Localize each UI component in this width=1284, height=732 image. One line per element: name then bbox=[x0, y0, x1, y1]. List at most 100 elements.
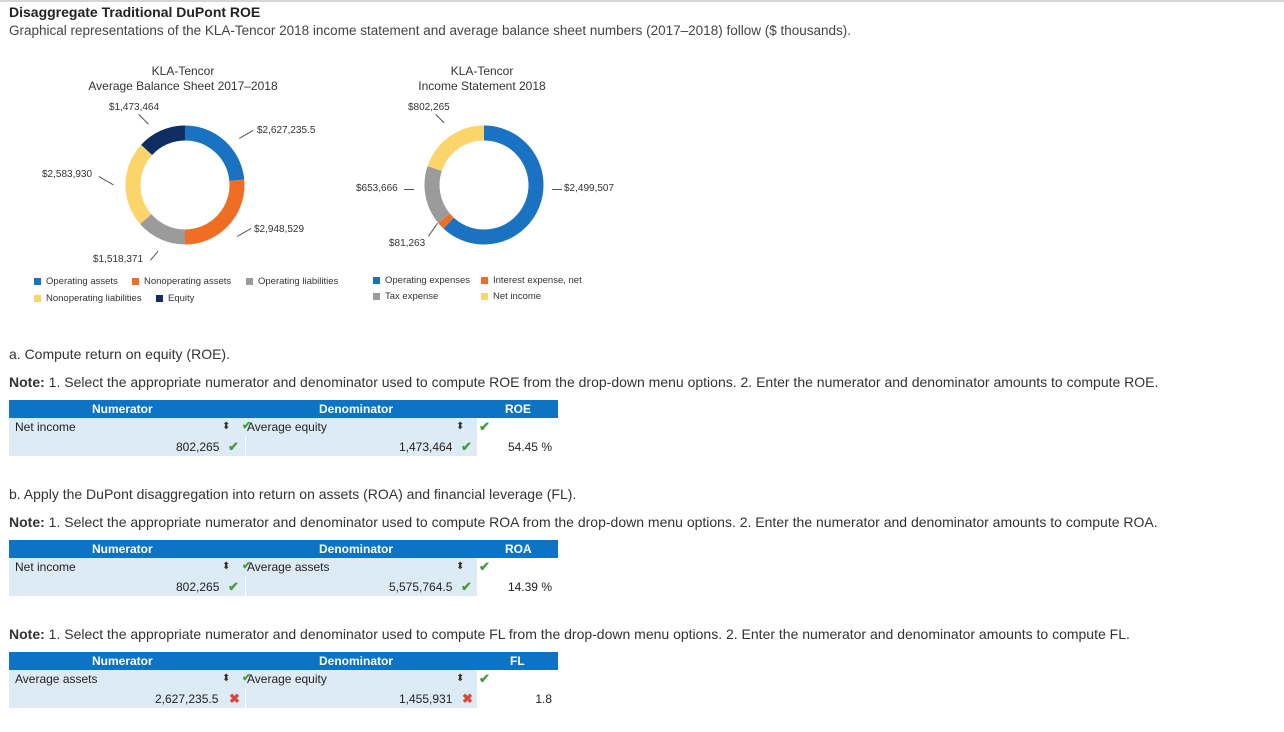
note-a: Note: 1. Select the appropriate numerato… bbox=[9, 374, 1158, 390]
legend-label: Interest expense, net bbox=[493, 275, 582, 286]
header-numerator: Numerator bbox=[92, 402, 153, 416]
numerator-select[interactable]: Net income bbox=[15, 420, 76, 434]
legend-swatch bbox=[246, 278, 253, 285]
legend-item-operating-expenses: Operating expenses bbox=[373, 275, 470, 286]
balance-leader-nonoperating-liabilities bbox=[98, 176, 114, 186]
column-divider bbox=[245, 688, 246, 708]
denominator-select-arrow-icon[interactable]: ⬍ bbox=[456, 561, 465, 572]
note-label: Note: bbox=[9, 514, 45, 530]
numerator-check-icon: ✔ bbox=[242, 560, 252, 572]
denominator-select[interactable]: Average assets bbox=[247, 560, 330, 574]
income-chart-title-line1: KLA-Tencor bbox=[450, 64, 514, 78]
denominator-select[interactable]: Average equity bbox=[247, 672, 327, 686]
numerator-select[interactable]: Average assets bbox=[15, 672, 98, 686]
header-denominator: Denominator bbox=[319, 402, 394, 416]
roa-table: Numerator Denominator ROA Net income ⬍ A… bbox=[9, 540, 558, 596]
legend-item-nonoperating-assets: Nonoperating assets bbox=[132, 276, 231, 287]
legend-item-operating-liabilities: Operating liabilities bbox=[246, 276, 338, 287]
legend-swatch bbox=[481, 277, 488, 284]
roe-table: Numerator Denominator ROE Net income ⬍ A… bbox=[9, 400, 558, 456]
income-leader-tax-expense bbox=[404, 189, 414, 190]
page-title: Disaggregate Traditional DuPont ROE bbox=[9, 4, 261, 20]
legend-label: Operating expenses bbox=[385, 275, 471, 286]
denominator-check-icon: ✔ bbox=[479, 671, 490, 686]
legend-label: Operating liabilities bbox=[258, 276, 339, 287]
denominator-check-icon: ✔ bbox=[479, 419, 490, 434]
note-text: 1. Select the appropriate numerator and … bbox=[44, 514, 1158, 530]
numerator-input[interactable]: 2,627,235.5 bbox=[155, 692, 219, 706]
donut-slice-nonoperating-assets bbox=[184, 179, 245, 245]
legend-swatch bbox=[34, 278, 41, 285]
result-cell: 1.8 bbox=[477, 688, 558, 708]
balance-chart-title-line1: KLA-Tencor bbox=[151, 64, 215, 78]
income-label-operating-expenses: $2,499,507 bbox=[564, 183, 615, 194]
question-a: a. Compute return on equity (ROE). bbox=[9, 346, 230, 362]
donut-slice-equity bbox=[141, 125, 186, 156]
balance-chart-title: KLA-Tencor Average Balance Sheet 2017–20… bbox=[70, 64, 296, 94]
note-text: 1. Select the appropriate numerator and … bbox=[44, 626, 1130, 642]
denominator-input[interactable]: 1,455,931 bbox=[399, 692, 453, 706]
legend-swatch bbox=[132, 278, 139, 285]
donut-slice-operating-expenses bbox=[443, 125, 544, 245]
donut-slice-operating-assets bbox=[184, 125, 245, 182]
denominator-input[interactable]: 1,473,464 bbox=[399, 440, 453, 454]
legend-label: Equity bbox=[168, 293, 195, 304]
numerator-input[interactable]: 802,265 bbox=[176, 440, 220, 454]
income-statement-donut bbox=[424, 125, 544, 245]
header-denominator: Denominator bbox=[319, 542, 394, 556]
legend-swatch bbox=[373, 293, 380, 300]
denominator-select-arrow-icon[interactable]: ⬍ bbox=[456, 421, 465, 432]
result-value[interactable]: 1.8 bbox=[535, 692, 552, 706]
legend-item-equity: Equity bbox=[156, 293, 194, 304]
legend-swatch bbox=[481, 293, 488, 300]
balance-label-operating-assets: $2,627,235.5 bbox=[257, 125, 316, 136]
note-c: Note: 1. Select the appropriate numerato… bbox=[9, 626, 1130, 642]
fl-table: Numerator Denominator FL Average assets … bbox=[9, 652, 558, 708]
note-label: Note: bbox=[9, 374, 45, 390]
numerator-value-check-icon: ✔ bbox=[228, 439, 239, 454]
table-row-values: 2,627,235.5 ✖ 1,455,931 ✖ 1.8 bbox=[9, 688, 558, 708]
numerator-select[interactable]: Net income bbox=[15, 560, 76, 574]
legend-item-tax-expense: Tax expense bbox=[373, 291, 438, 302]
donut-slice-operating-liabilities bbox=[140, 213, 186, 245]
note-text: 1. Select the appropriate numerator and … bbox=[44, 374, 1159, 390]
header-result: ROA bbox=[505, 542, 532, 556]
denominator-value-cross-icon: ✖ bbox=[462, 691, 473, 706]
balance-chart-title-line2: Average Balance Sheet 2017–2018 bbox=[88, 79, 278, 93]
result-value[interactable]: 14.39 % bbox=[508, 580, 552, 594]
legend-label: Nonoperating liabilities bbox=[46, 293, 142, 304]
numerator-input[interactable]: 802,265 bbox=[176, 580, 220, 594]
result-cell: 14.39 % bbox=[477, 576, 558, 596]
table-row-select: Net income ⬍ Average assets ✔ ⬍ ✔ bbox=[9, 558, 558, 576]
result-empty-cell bbox=[477, 558, 558, 576]
legend-label: Nonoperating assets bbox=[144, 276, 232, 287]
balance-sheet-donut bbox=[125, 125, 245, 245]
note-label: Note: bbox=[9, 626, 45, 642]
legend-swatch bbox=[156, 295, 163, 302]
result-value[interactable]: 54.45 % bbox=[508, 440, 552, 454]
legend-swatch bbox=[34, 295, 41, 302]
top-divider bbox=[0, 0, 1284, 2]
legend-label: Tax expense bbox=[385, 291, 439, 302]
header-result: ROE bbox=[505, 402, 532, 416]
income-chart-title: KLA-Tencor Income Statement 2018 bbox=[380, 64, 584, 94]
numerator-value-check-icon: ✔ bbox=[228, 579, 239, 594]
denominator-input[interactable]: 5,575,764.5 bbox=[389, 580, 453, 594]
numerator-select-arrow-icon[interactable]: ⬍ bbox=[222, 421, 231, 432]
numerator-select-arrow-icon[interactable]: ⬍ bbox=[222, 561, 231, 572]
question-b: b. Apply the DuPont disaggregation into … bbox=[9, 486, 577, 502]
table-header: Numerator Denominator ROA bbox=[9, 540, 558, 558]
denominator-select[interactable]: Average equity bbox=[247, 420, 327, 434]
legend-item-operating-assets: Operating assets bbox=[34, 276, 118, 287]
column-divider bbox=[245, 436, 246, 456]
numerator-select-arrow-icon[interactable]: ⬍ bbox=[222, 673, 231, 684]
table-row-select: Average assets ⬍ Average equity ✔ ⬍ ✔ bbox=[9, 670, 558, 688]
legend-item-nonoperating-liabilities: Nonoperating liabilities bbox=[34, 293, 142, 304]
denominator-check-icon: ✔ bbox=[479, 559, 490, 574]
denominator-select-arrow-icon[interactable]: ⬍ bbox=[456, 673, 465, 684]
result-empty-cell bbox=[477, 418, 558, 436]
donut-slice-net-income bbox=[427, 125, 485, 172]
header-numerator: Numerator bbox=[92, 654, 153, 668]
result-unit: % bbox=[541, 580, 552, 594]
legend-label: Net income bbox=[493, 291, 542, 302]
